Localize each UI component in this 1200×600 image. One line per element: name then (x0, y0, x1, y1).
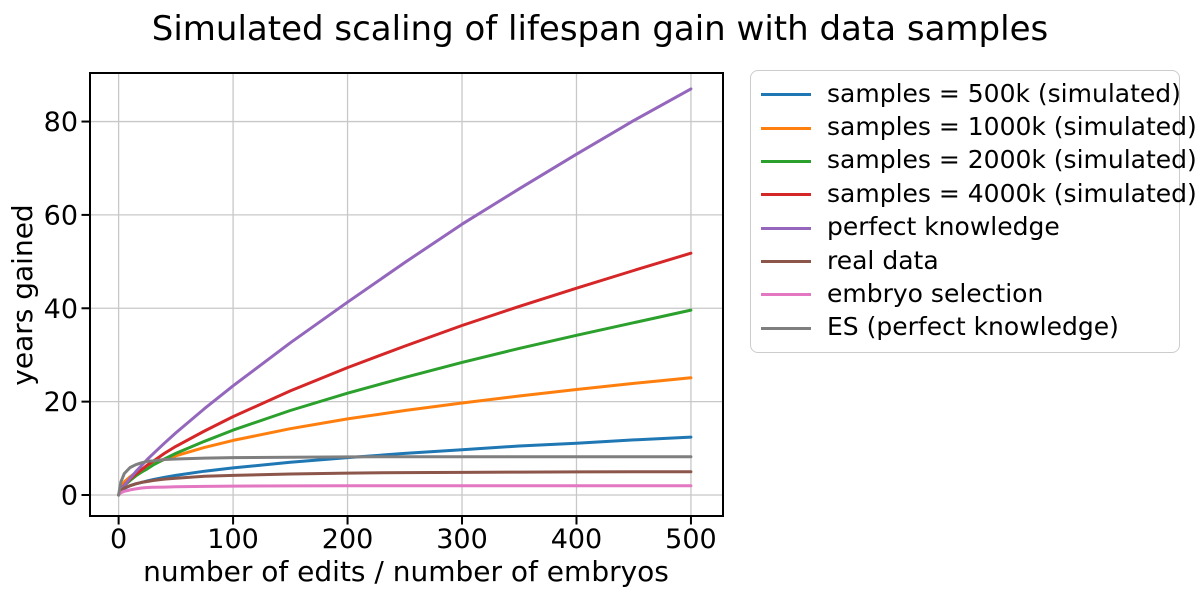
chart-title: Simulated scaling of lifespan gain with … (152, 9, 1048, 49)
y-tick-label-40: 40 (44, 294, 78, 325)
series-line-embryo-selection (117, 484, 693, 497)
x-tick-label-0: 0 (110, 524, 127, 555)
legend-line-swatch (761, 293, 811, 297)
y-tick-label-20: 20 (44, 387, 78, 418)
x-tick-label-200: 200 (322, 524, 374, 555)
legend-item-samples-1000k-simulated: samples = 1000k (simulated) (761, 113, 1197, 144)
legend-line-swatch (761, 326, 811, 330)
legend-line-swatch (761, 93, 811, 97)
tick-label-layer: 0 100 200 300 400 500 0 20 40 60 80 (44, 107, 717, 555)
legend-label: samples = 500k (simulated) (827, 78, 1181, 108)
legend-line-swatch (761, 159, 811, 163)
series-line-perfect-knowledge (117, 87, 693, 497)
series-layer (117, 87, 693, 497)
legend-label: samples = 2000k (simulated) (827, 145, 1197, 175)
y-tick-label-60: 60 (44, 200, 78, 231)
x-tick-label-300: 300 (436, 524, 488, 555)
legend-label: embryo selection (827, 278, 1044, 308)
series-line-es-perfect-knowledge (117, 455, 693, 497)
tick-layer (81, 120, 692, 525)
legend-line-swatch (761, 260, 811, 264)
legend-label: perfect knowledge (827, 212, 1060, 242)
legend-item-samples-4000k-simulated: samples = 4000k (simulated) (761, 179, 1197, 210)
legend-label: samples = 4000k (simulated) (827, 178, 1197, 208)
x-tick-label-500: 500 (665, 524, 717, 555)
legend-line-swatch (761, 126, 811, 130)
legend-label: ES (perfect knowledge) (827, 312, 1119, 342)
legend-label: samples = 1000k (simulated) (827, 112, 1197, 142)
y-tick-label-80: 80 (44, 107, 78, 138)
series-line-real-data (117, 470, 693, 497)
x-tick-label-400: 400 (551, 524, 603, 555)
legend-item-real-data: real data (761, 246, 1173, 277)
legend-item-perfect-knowledge: perfect knowledge (761, 213, 1173, 244)
legend-line-swatch (761, 226, 811, 230)
grid-layer (90, 73, 723, 516)
legend-item-samples-2000k-simulated: samples = 2000k (simulated) (761, 146, 1197, 177)
x-tick-label-100: 100 (207, 524, 259, 555)
series-line-samples-2000k-simulated (117, 308, 693, 497)
legend-item-embryo-selection: embryo selection (761, 279, 1173, 310)
legend-line-swatch (761, 193, 811, 197)
y-axis-label: years gained (6, 204, 39, 385)
x-axis-label: number of edits / number of embryos (143, 555, 669, 588)
y-tick-label-0: 0 (61, 480, 78, 511)
legend-item-es-perfect-knowledge: ES (perfect knowledge) (761, 313, 1173, 344)
legend: samples = 500k (simulated) samples = 1000… (750, 70, 1197, 353)
plot-border (89, 72, 724, 517)
legend-item-samples-500k-simulated: samples = 500k (simulated) (761, 79, 1181, 110)
legend-label: real data (827, 245, 939, 275)
